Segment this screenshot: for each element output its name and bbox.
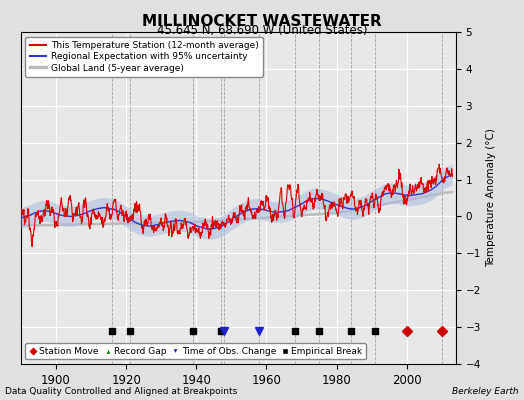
Legend: Station Move, Record Gap, Time of Obs. Change, Empirical Break: Station Move, Record Gap, Time of Obs. C… (26, 343, 366, 360)
Text: Berkeley Earth: Berkeley Earth (452, 387, 519, 396)
Text: Data Quality Controlled and Aligned at Breakpoints: Data Quality Controlled and Aligned at B… (5, 387, 237, 396)
Y-axis label: Temperature Anomaly (°C): Temperature Anomaly (°C) (486, 128, 497, 268)
Text: 45.645 N, 68.690 W (United States): 45.645 N, 68.690 W (United States) (157, 24, 367, 37)
Text: MILLINOCKET WASTEWATER: MILLINOCKET WASTEWATER (142, 14, 382, 29)
